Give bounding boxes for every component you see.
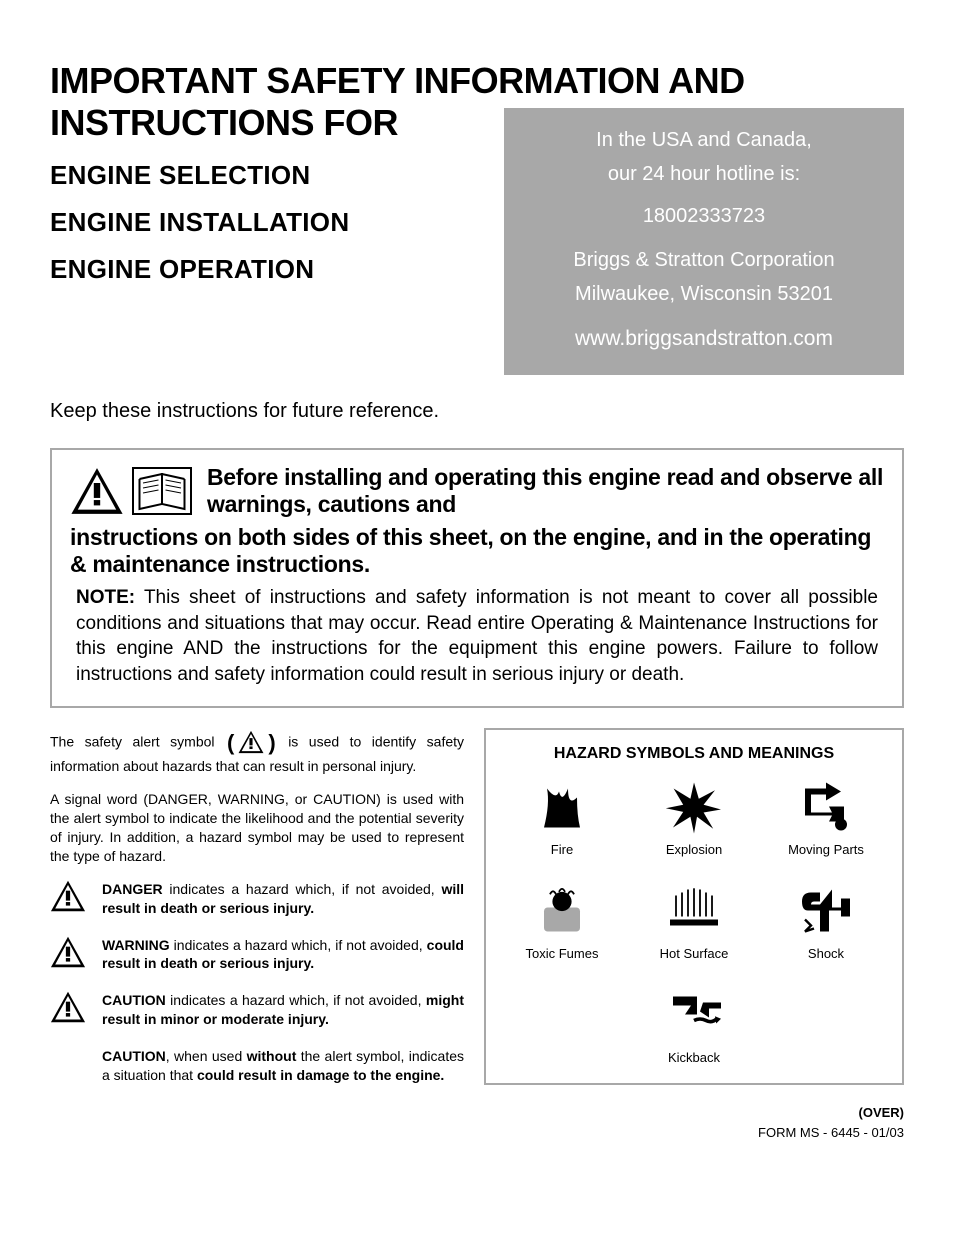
warning-note: NOTE: This sheet of instructions and saf… <box>70 585 884 688</box>
left-column: The safety alert symbol () is used to id… <box>50 728 464 1103</box>
hazard-item-hot: Hot Surface <box>660 883 729 961</box>
alert-triangle-icon <box>50 991 88 1029</box>
contact-city: Milwaukee, Wisconsin 53201 <box>518 277 890 311</box>
hazard-label: Shock <box>796 946 856 961</box>
title-row-2: INSTRUCTIONS FOR ENGINE SELECTION ENGINE… <box>50 102 904 375</box>
contact-url: www.briggsandstratton.com <box>518 321 890 357</box>
definition-row: WARNING indicates a hazard which, if not… <box>50 936 464 974</box>
warning-head-text: Before installing and operating this eng… <box>207 464 884 519</box>
alert-triangle-icon <box>50 1047 88 1085</box>
inline-alert-icon: ( <box>227 728 234 758</box>
hazard-label: Fire <box>532 842 592 857</box>
right-column: HAZARD SYMBOLS AND MEANINGS Fire Explosio… <box>484 728 904 1145</box>
form-number: FORM MS - 6445 - 01/03 <box>484 1123 904 1144</box>
manual-icon <box>132 467 192 515</box>
definition-text: DANGER indicates a hazard which, if not … <box>102 880 464 918</box>
over-label: (OVER) <box>484 1103 904 1124</box>
definition-text: CAUTION indicates a hazard which, if not… <box>102 991 464 1029</box>
contact-box: In the USA and Canada, our 24 hour hotli… <box>504 108 904 375</box>
hazard-label: Toxic Fumes <box>526 946 599 961</box>
alert-triangle-icon <box>50 880 88 918</box>
note-body: This sheet of instructions and safety in… <box>76 587 878 685</box>
definition-row: CAUTION, when used without the alert sym… <box>50 1047 464 1085</box>
title-line-2: INSTRUCTIONS FOR <box>50 102 474 144</box>
definition-text: CAUTION, when used without the alert sym… <box>102 1047 464 1085</box>
intro-a: The safety alert symbol <box>50 733 215 749</box>
hazard-label: Kickback <box>664 1050 724 1065</box>
warning-box: Before installing and operating this eng… <box>50 448 904 708</box>
subhead-3: ENGINE OPERATION <box>50 246 474 293</box>
contact-line-1: In the USA and Canada, <box>518 123 890 157</box>
hazard-item-explosion: Explosion <box>664 779 724 857</box>
hazard-item-fumes: Toxic Fumes <box>526 883 599 961</box>
hazard-item-kickback: Kickback <box>664 987 724 1065</box>
alert-triangle-icon <box>70 467 124 515</box>
definition-text: WARNING indicates a hazard which, if not… <box>102 936 464 974</box>
hazard-label: Hot Surface <box>660 946 729 961</box>
columns: The safety alert symbol () is used to id… <box>50 728 904 1145</box>
subhead-1: ENGINE SELECTION <box>50 152 474 199</box>
title-line-1: IMPORTANT SAFETY INFORMATION AND <box>50 60 904 102</box>
footer: (OVER) FORM MS - 6445 - 01/03 <box>484 1103 904 1145</box>
alert-triangle-icon <box>50 936 88 974</box>
intro-para: The safety alert symbol () is used to id… <box>50 728 464 777</box>
subhead-2: ENGINE INSTALLATION <box>50 199 474 246</box>
hazard-item-fire: Fire <box>532 779 592 857</box>
contact-company: Briggs & Stratton Corporation <box>518 243 890 277</box>
hazard-label: Explosion <box>664 842 724 857</box>
contact-phone: 18002333723 <box>518 199 890 233</box>
alert-triangle-icon <box>238 730 264 754</box>
signal-word-para: A signal word (DANGER, WARNING, or CAUTI… <box>50 790 464 866</box>
note-label: NOTE: <box>76 587 135 608</box>
warning-cont-text: instructions on both sides of this sheet… <box>70 524 884 579</box>
title-block: IMPORTANT SAFETY INFORMATION AND INSTRUC… <box>50 60 904 375</box>
contact-line-2: our 24 hour hotline is: <box>518 157 890 191</box>
hazard-label: Moving Parts <box>788 842 864 857</box>
definition-row: CAUTION indicates a hazard which, if not… <box>50 991 464 1029</box>
hazard-item-moving: Moving Parts <box>788 779 864 857</box>
keep-instructions: Keep these instructions for future refer… <box>50 400 904 423</box>
hazard-item-shock: Shock <box>796 883 856 961</box>
hazard-title: HAZARD SYMBOLS AND MEANINGS <box>501 745 887 763</box>
hazard-box: HAZARD SYMBOLS AND MEANINGS Fire Explosio… <box>484 728 904 1085</box>
definition-row: DANGER indicates a hazard which, if not … <box>50 880 464 918</box>
